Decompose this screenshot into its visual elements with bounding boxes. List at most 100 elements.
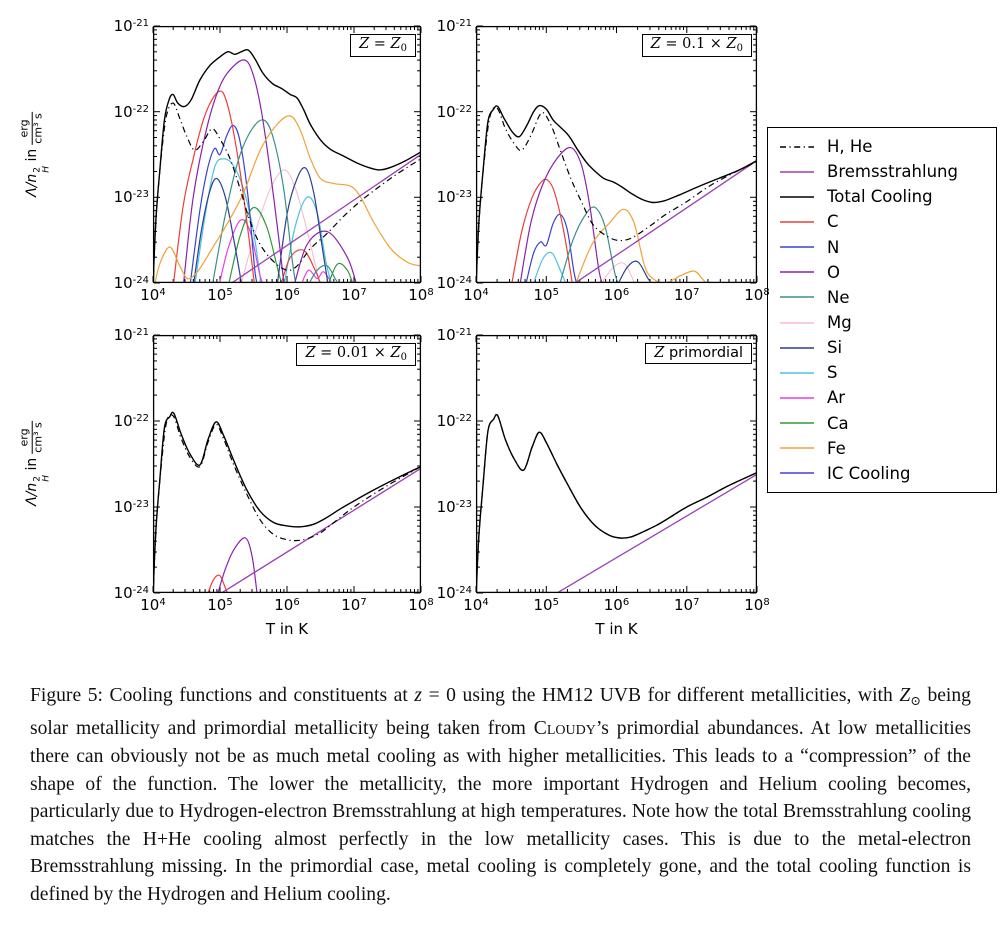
series-path-O	[294, 230, 357, 283]
series-path-Fe	[154, 115, 421, 283]
y-tick-label: 10-24	[436, 274, 472, 292]
legend-label-O: O	[827, 262, 840, 282]
legend-line-sample-H_He	[780, 145, 814, 148]
panel-title-z-primordial: Z primordial	[645, 343, 752, 364]
legend-item-Fe: Fe	[780, 436, 992, 460]
legend-line-sample-Ca	[780, 422, 814, 424]
y-tick-label: 10-22	[436, 412, 472, 430]
axis-ticks	[152, 334, 422, 594]
plot-frame	[475, 334, 758, 594]
x-axis-label-bottom-right: T in K	[595, 620, 638, 638]
legend-line-sample-Bremsstrahlung	[780, 170, 814, 173]
x-tick-label: 107	[341, 596, 367, 614]
legend-item-Mg: Mg	[780, 311, 992, 335]
figure-caption: Figure 5: Cooling functions and constitu…	[30, 685, 971, 905]
series-path-Ca	[328, 262, 354, 283]
x-tick-label: 107	[341, 286, 367, 304]
y-tick-label: 10-21	[436, 326, 472, 344]
legend-line-sample-O	[780, 271, 814, 274]
x-tick-label: 104	[463, 286, 489, 304]
legend-item-Ar: Ar	[780, 386, 992, 410]
series-path-H_He	[153, 102, 421, 283]
x-tick-label: 106	[274, 286, 300, 304]
series-path-C	[173, 90, 255, 283]
legend-item-Si: Si	[780, 336, 992, 360]
legend-label-Fe: Fe	[827, 438, 846, 458]
legend-item-Total: Total Cooling	[780, 185, 992, 209]
y-tick-label: 10-22	[113, 412, 149, 430]
series-path-O	[217, 537, 258, 593]
legend-item-O: O	[780, 260, 992, 284]
legend-line-sample-Ne	[780, 296, 814, 299]
legend-label-Total: Total Cooling	[827, 187, 933, 207]
plot-frame	[152, 25, 422, 284]
legend-item-Bremsstrahlung: Bremsstrahlung	[780, 160, 992, 184]
series-path-S	[283, 196, 332, 283]
series-path-O	[519, 146, 603, 283]
legend-line-sample-Ar	[780, 397, 814, 399]
legend-line-sample-C	[780, 221, 814, 223]
axis-ticks	[475, 25, 758, 284]
legend-line-sample-IC	[780, 472, 814, 475]
panel-z-solar: Z = Z0	[152, 25, 422, 284]
legend-item-Ca: Ca	[780, 411, 992, 435]
legend-label-S: S	[827, 363, 838, 383]
x-tick-label: 104	[140, 596, 166, 614]
y-axis-label-top: Λ/n 2 H in erg cm³ s	[17, 112, 52, 197]
series-path-Si	[618, 260, 652, 283]
legend-line-sample-Total	[780, 196, 814, 198]
panel-plot-area	[475, 25, 758, 284]
plot-frame	[475, 25, 758, 284]
series-group	[153, 411, 421, 593]
x-tick-label: 108	[408, 286, 434, 304]
series-path-Bremsstrahlung	[221, 467, 421, 593]
legend-line-sample-S	[780, 372, 814, 374]
legend-line-sample-Fe	[780, 447, 814, 450]
y-tick-label: 10-24	[113, 584, 149, 602]
x-tick-label: 107	[674, 596, 700, 614]
series-path-C	[207, 574, 229, 593]
x-tick-label: 104	[463, 596, 489, 614]
series-group	[476, 104, 757, 283]
legend-item-H_He: H, He	[780, 135, 992, 159]
x-tick-label: 108	[744, 286, 770, 304]
y-axis-label-bottom: Λ/n 2 H in erg cm³ s	[17, 421, 52, 507]
legend-label-C: C	[827, 212, 839, 232]
legend-line-sample-Mg	[780, 321, 814, 324]
series-path-Ca	[228, 206, 283, 283]
legend-item-S: S	[780, 361, 992, 385]
panel-plot-area	[475, 334, 758, 594]
axis-ticks	[152, 25, 422, 284]
x-tick-label: 105	[533, 596, 559, 614]
y-tick-label: 10-23	[436, 188, 472, 207]
legend-item-N: N	[780, 235, 992, 259]
legend-item-Ne: Ne	[780, 285, 992, 309]
legend-label-Mg: Mg	[827, 313, 852, 333]
legend-box: H, He Bremsstrahlung Total Cooling C N O Ne Mg S…	[767, 127, 997, 493]
series-path-Ne	[559, 206, 619, 283]
series-path-Total	[153, 411, 421, 593]
y-tick-label: 10-24	[113, 274, 149, 292]
y-tick-label: 10-21	[113, 326, 149, 344]
x-tick-label: 105	[207, 596, 233, 614]
series-path-O	[183, 59, 285, 283]
panel-title-z-0.01-solar: Z = 0.01 × Z0	[296, 343, 416, 366]
series-path-Bremsstrahlung	[231, 154, 421, 283]
series-path-H_He	[476, 413, 757, 593]
series-path-Total	[476, 413, 757, 593]
legend-label-N: N	[827, 237, 840, 257]
panel-plot-area	[152, 334, 422, 594]
x-tick-label: 106	[603, 596, 630, 614]
legend-label-H_He: H, He	[827, 137, 873, 157]
series-group	[476, 413, 757, 593]
x-tick-label: 107	[674, 286, 700, 304]
y-tick-label: 10-22	[113, 102, 149, 121]
x-axis-label-bottom-left: T in K	[265, 620, 309, 638]
series-path-Bremsstrahlung	[574, 160, 757, 283]
legend-item-C: C	[780, 210, 992, 234]
x-tick-label: 104	[140, 286, 166, 304]
y-tick-label: 10-21	[113, 17, 149, 35]
series-path-Ne	[308, 264, 339, 283]
series-path-H_He	[153, 413, 421, 593]
axis-ticks	[475, 334, 758, 594]
